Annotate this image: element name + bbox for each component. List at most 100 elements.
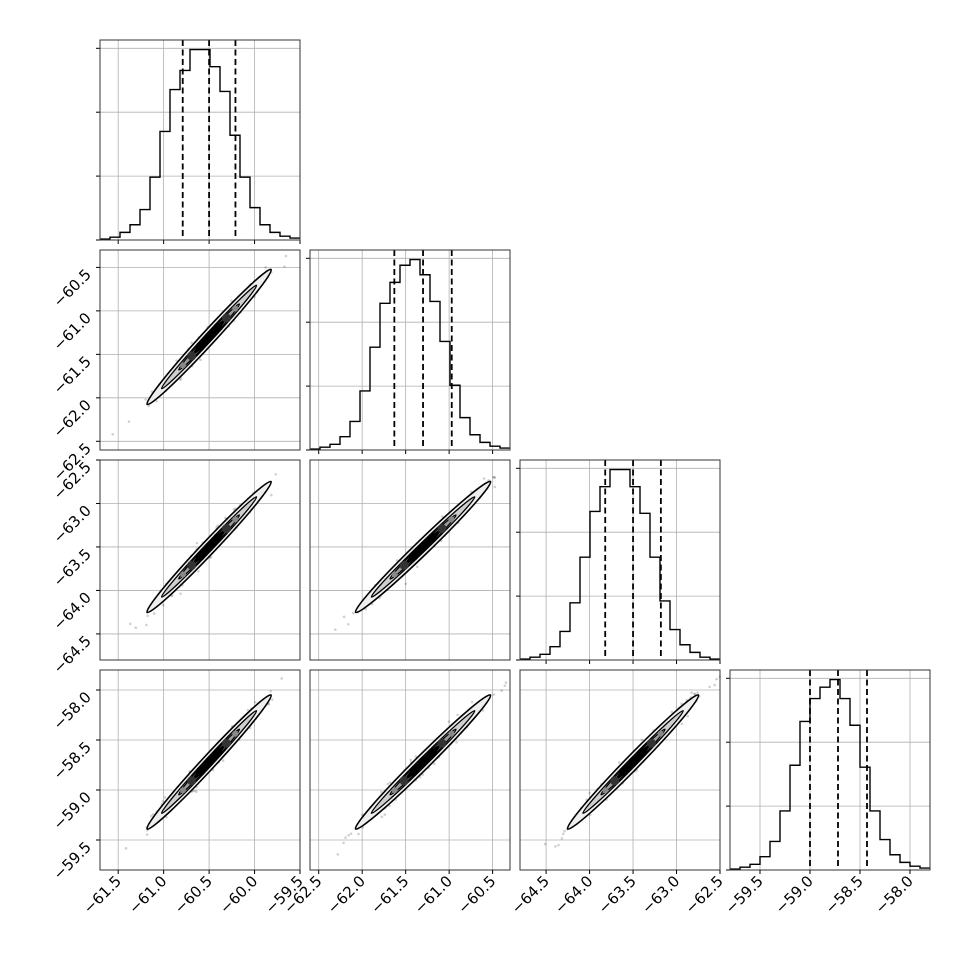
density-core-point bbox=[213, 533, 223, 543]
sample-point bbox=[690, 691, 693, 694]
y-tick-label: −61.5 bbox=[50, 352, 95, 397]
sample-point bbox=[342, 841, 345, 845]
sample-point bbox=[349, 832, 353, 836]
sample-point bbox=[380, 790, 383, 794]
histogram-panel-3-3 bbox=[726, 669, 931, 874]
panel-frame bbox=[309, 249, 511, 451]
y-tick-label: −64.0 bbox=[50, 589, 95, 634]
sample-point bbox=[455, 740, 458, 744]
density-core-point bbox=[637, 748, 647, 758]
sample-point bbox=[481, 709, 485, 712]
sample-point bbox=[193, 789, 196, 793]
sample-point bbox=[504, 681, 508, 684]
panel-frame bbox=[99, 459, 301, 661]
sample-point bbox=[170, 594, 174, 597]
density-core-point bbox=[409, 766, 419, 776]
density-core-point bbox=[187, 776, 197, 786]
sample-point bbox=[416, 565, 419, 569]
sample-point bbox=[161, 603, 165, 607]
density-core-point bbox=[187, 351, 197, 361]
density-core-point bbox=[221, 524, 231, 534]
sample-point bbox=[163, 796, 167, 799]
density-core-point bbox=[657, 730, 664, 737]
sample-point bbox=[500, 689, 503, 692]
density-core-point bbox=[204, 332, 214, 342]
sample-point bbox=[347, 833, 350, 837]
density-core-point bbox=[213, 322, 223, 332]
x-tick-label: −62.0 bbox=[324, 872, 369, 917]
histogram-panel-0-0 bbox=[96, 39, 301, 244]
x-tick-label: −60.0 bbox=[216, 872, 261, 917]
density-panel-2-1 bbox=[309, 459, 511, 661]
sample-point bbox=[386, 782, 390, 786]
density-core-point bbox=[619, 766, 629, 776]
panel-frame bbox=[99, 39, 301, 241]
sample-point bbox=[557, 843, 560, 847]
sample-point bbox=[111, 432, 115, 436]
density-core-point bbox=[428, 748, 438, 758]
density-core-point bbox=[437, 524, 447, 534]
sample-point bbox=[151, 812, 155, 816]
density-core-point bbox=[428, 533, 438, 543]
sample-point bbox=[145, 623, 148, 627]
y-tick-label: −64.5 bbox=[50, 632, 95, 677]
sample-point bbox=[284, 254, 288, 258]
density-core-point bbox=[195, 766, 205, 776]
histogram-step-2 bbox=[520, 468, 720, 660]
density-panel-1-0 bbox=[99, 249, 301, 451]
sample-point bbox=[493, 485, 497, 489]
sample-point bbox=[190, 341, 193, 344]
sample-point bbox=[693, 692, 696, 696]
density-core-point bbox=[409, 551, 419, 561]
sample-point bbox=[195, 790, 198, 793]
sample-point bbox=[441, 515, 444, 519]
sample-point bbox=[351, 611, 355, 615]
x-tick-label: −59.0 bbox=[772, 872, 817, 917]
density-core-point bbox=[179, 362, 186, 369]
density-core-point bbox=[646, 738, 656, 748]
sample-point bbox=[199, 358, 202, 362]
panel-frame bbox=[99, 669, 301, 871]
sample-point bbox=[264, 265, 267, 269]
x-tick-label: −63.0 bbox=[638, 872, 683, 917]
density-core-point bbox=[232, 516, 239, 523]
density-core-point bbox=[204, 542, 214, 552]
sample-point bbox=[543, 842, 547, 846]
density-core-point bbox=[179, 787, 186, 794]
density-core-point bbox=[628, 757, 638, 767]
x-tick-label: −58.0 bbox=[872, 872, 917, 917]
sample-point bbox=[134, 626, 138, 629]
sample-point bbox=[640, 738, 644, 742]
sample-point bbox=[380, 815, 384, 819]
sample-point bbox=[179, 378, 182, 381]
density-core-point bbox=[195, 551, 205, 561]
sample-point bbox=[693, 692, 697, 696]
density-core-point bbox=[391, 787, 398, 794]
histogram-panel-1-1 bbox=[306, 249, 511, 454]
histogram-step-3 bbox=[730, 678, 930, 870]
y-tick-label: −58.0 bbox=[50, 688, 95, 733]
sample-point bbox=[216, 524, 220, 527]
sample-point bbox=[560, 837, 564, 840]
density-core-point bbox=[221, 738, 231, 748]
density-core-point bbox=[179, 571, 186, 578]
sample-point bbox=[155, 399, 158, 403]
sample-point bbox=[246, 708, 250, 712]
sample-point bbox=[280, 677, 283, 680]
sample-point bbox=[152, 612, 156, 615]
histogram-panel-2-2 bbox=[516, 459, 721, 664]
density-core-point bbox=[399, 776, 409, 786]
density-core-point bbox=[437, 738, 447, 748]
panel-frame bbox=[519, 669, 721, 871]
sample-point bbox=[165, 815, 168, 819]
density-core-point bbox=[221, 313, 231, 323]
sample-point bbox=[680, 702, 683, 706]
y-tick-label: −59.0 bbox=[50, 788, 95, 833]
density-core-point bbox=[448, 730, 455, 737]
sample-point bbox=[224, 516, 227, 520]
x-tick-label: −60.5 bbox=[171, 872, 216, 917]
sample-point bbox=[146, 614, 149, 618]
sample-point bbox=[492, 475, 496, 479]
y-tick-label: −59.5 bbox=[50, 838, 95, 883]
